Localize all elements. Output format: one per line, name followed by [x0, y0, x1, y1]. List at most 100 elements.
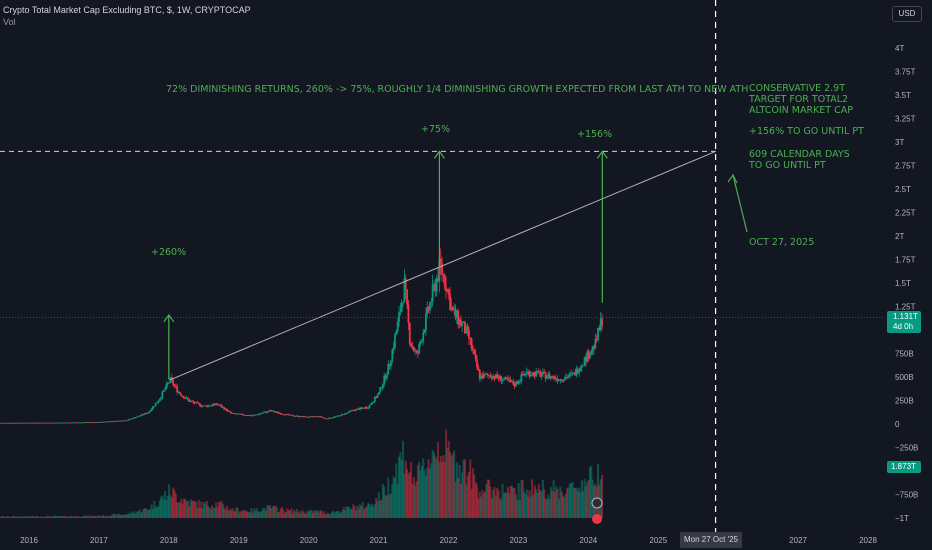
volume-bar	[422, 458, 425, 518]
flash-icon	[591, 497, 603, 509]
candle-body	[106, 421, 109, 423]
target-line-3: ALTCOIN MARKET CAP	[749, 105, 853, 116]
candle-body	[484, 374, 486, 375]
candle-body	[96, 422, 99, 423]
volume-bar	[543, 489, 546, 518]
candle-body	[351, 410, 353, 412]
volume-bar	[414, 485, 417, 518]
volume-bar	[17, 516, 20, 518]
volume-bar	[112, 513, 115, 518]
volume-bar	[359, 504, 362, 518]
candle-body	[178, 391, 181, 395]
volume-bar	[258, 512, 261, 518]
volume-bar	[200, 501, 203, 518]
volume-bar	[9, 516, 12, 518]
candle-body	[118, 420, 121, 422]
volume-bar	[90, 515, 93, 518]
candle-body	[71, 422, 74, 424]
candle-body	[568, 373, 571, 377]
candle-body	[459, 319, 462, 326]
volume-bar	[204, 503, 207, 518]
candle-body	[473, 350, 476, 355]
candle-body	[476, 359, 478, 368]
x-tick-label: 2024	[579, 536, 597, 545]
candle-body	[158, 399, 161, 402]
candle-body	[403, 278, 406, 303]
volume-bar	[310, 510, 313, 518]
volume-bar	[469, 459, 472, 518]
candle-body	[338, 415, 341, 417]
candle-body	[220, 405, 223, 408]
candle-body	[313, 416, 316, 418]
volume-bar	[157, 506, 160, 518]
volume-bar	[262, 508, 265, 518]
candle-body	[505, 377, 508, 379]
x-tick-label: 2019	[230, 536, 248, 545]
candle-body	[176, 386, 179, 393]
volume-bar	[2, 516, 5, 518]
candle-body	[199, 403, 201, 406]
volume-bar	[590, 466, 593, 518]
candle-body	[266, 411, 269, 413]
volume-bar	[467, 472, 470, 518]
volume-bar	[100, 516, 103, 518]
candle-body	[500, 375, 503, 382]
candle-body	[281, 414, 283, 415]
volume-bar	[431, 450, 434, 518]
candle-body	[302, 416, 305, 418]
volume-bar	[103, 516, 106, 518]
y-tick-label: 1.5T	[895, 279, 911, 288]
candle-body	[60, 422, 63, 424]
candle-body	[252, 414, 255, 416]
volume-bar	[531, 479, 534, 518]
volume-bar	[350, 509, 353, 518]
candle-body	[201, 405, 204, 407]
volume-bar	[601, 474, 604, 518]
candle-body	[204, 405, 207, 407]
candle-body	[299, 416, 302, 417]
volume-bar	[22, 516, 25, 518]
candle-body	[2, 422, 5, 424]
candle-body	[474, 354, 477, 360]
candle-body	[56, 422, 59, 424]
candle-body	[0, 422, 2, 424]
volume-bar	[67, 516, 70, 518]
volume-bar	[235, 507, 238, 518]
candle-body	[555, 378, 558, 380]
volume-bar	[192, 500, 195, 518]
candle-body	[14, 422, 17, 424]
candle-body	[228, 410, 231, 412]
candle-body	[161, 391, 164, 398]
volume-bar	[348, 506, 351, 518]
candle-body	[219, 404, 222, 406]
candle-body	[122, 420, 125, 422]
currency-button[interactable]: USD	[892, 6, 922, 22]
candle-body	[398, 312, 400, 322]
y-tick-label: 2.25T	[895, 209, 916, 218]
candle-body	[90, 422, 93, 423]
candle-body	[236, 413, 239, 415]
volume-bar	[5, 516, 8, 518]
y-tick-label: 1.75T	[895, 256, 916, 265]
candle-body	[290, 414, 293, 416]
candle-body	[583, 357, 586, 366]
candle-body	[24, 422, 27, 424]
candle-body	[67, 422, 70, 424]
volume-bar	[541, 480, 544, 518]
volume-bar	[278, 511, 281, 518]
candle-body	[480, 375, 482, 379]
candle-body	[150, 408, 153, 411]
volume-bar	[383, 486, 386, 518]
candle-body	[215, 403, 218, 405]
volume-bar	[138, 509, 141, 518]
volume-bar	[147, 509, 150, 518]
volume-bar	[153, 500, 156, 518]
volume-bar	[547, 494, 550, 518]
volume-bar	[233, 511, 236, 518]
candle-body	[381, 384, 384, 389]
volume-bar	[305, 513, 308, 518]
volume-bar	[43, 516, 46, 518]
candle-body	[386, 374, 388, 379]
volume-bar	[283, 512, 286, 518]
